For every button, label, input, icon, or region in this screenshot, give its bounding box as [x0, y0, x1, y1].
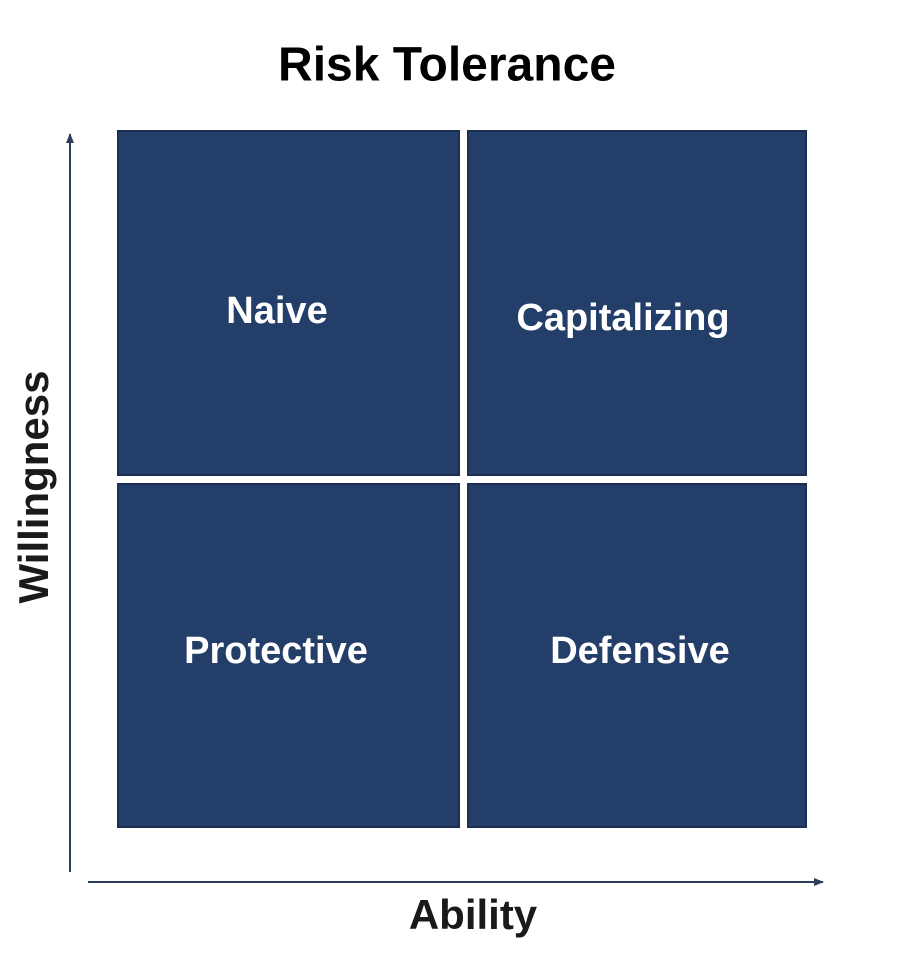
quadrant: [467, 130, 807, 476]
quadrant: [467, 483, 807, 828]
quadrant-label: Capitalizing: [516, 297, 729, 339]
quadrant: [117, 483, 460, 828]
quadrant-label: Protective: [184, 630, 368, 672]
quadrant: [117, 130, 460, 476]
x-axis-label: Ability: [409, 891, 538, 938]
y-axis-label: Willingness: [10, 371, 57, 604]
title: Risk Tolerance: [278, 39, 616, 92]
quadrant-label: Naive: [226, 290, 327, 332]
quadrant-label: Defensive: [550, 630, 730, 672]
